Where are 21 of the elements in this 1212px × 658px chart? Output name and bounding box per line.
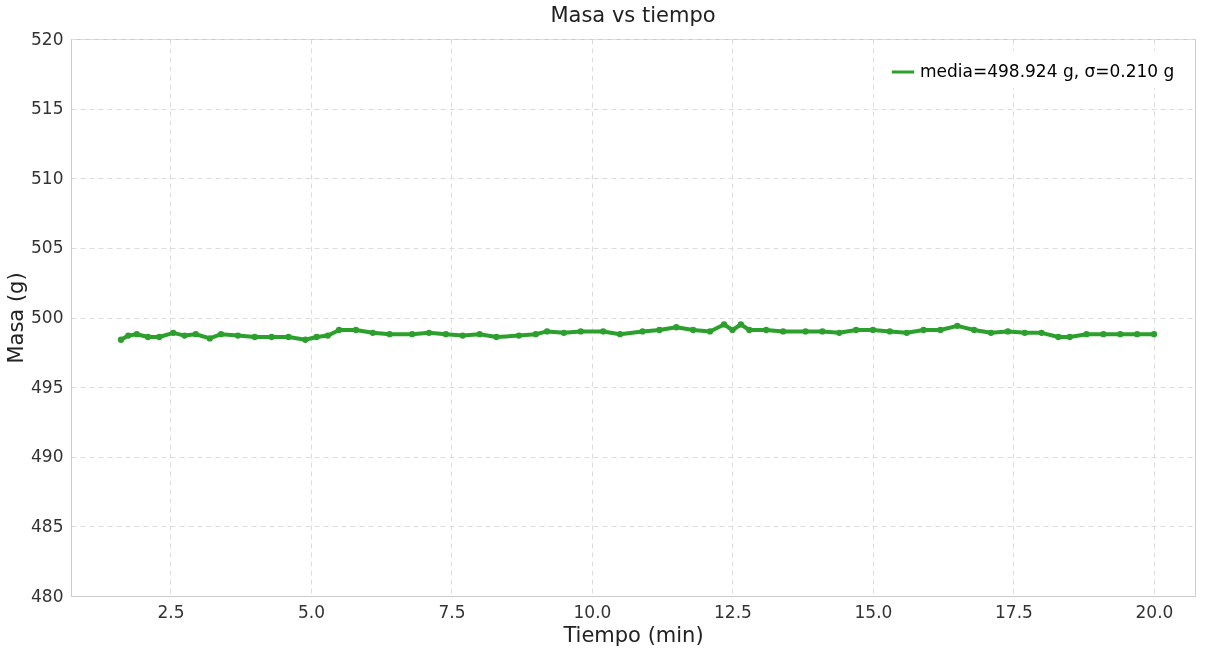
- y-tick-label: 515: [31, 98, 64, 119]
- y-tick-label: 480: [31, 585, 64, 606]
- y-tick-label: 490: [31, 446, 64, 467]
- y-tick-label: 500: [31, 307, 64, 327]
- x-tick-label: 5.0: [297, 601, 325, 622]
- x-axis-title: Tiempo (min): [562, 622, 704, 647]
- x-tick-label: 7.5: [438, 601, 466, 622]
- x-tick-label: 15.0: [854, 601, 893, 622]
- x-tick-label: 10.0: [573, 601, 612, 622]
- y-tick-label: 485: [31, 515, 64, 536]
- x-tick-label: 20.0: [1135, 601, 1174, 622]
- x-tick-label: 2.5: [157, 601, 185, 622]
- y-tick-label: 510: [31, 167, 64, 188]
- x-tick-label: 17.5: [995, 601, 1033, 622]
- chart-title: Masa vs tiempo: [550, 3, 716, 27]
- x-tick-label: 12.5: [714, 601, 752, 622]
- y-tick-label: 520: [31, 28, 64, 49]
- legend-label: media=498.924 g, σ=0.210 g: [920, 61, 1175, 81]
- y-tick-label: 505: [31, 237, 64, 258]
- y-axis-title: Masa (g): [4, 272, 29, 364]
- y-tick-label: 495: [31, 376, 64, 397]
